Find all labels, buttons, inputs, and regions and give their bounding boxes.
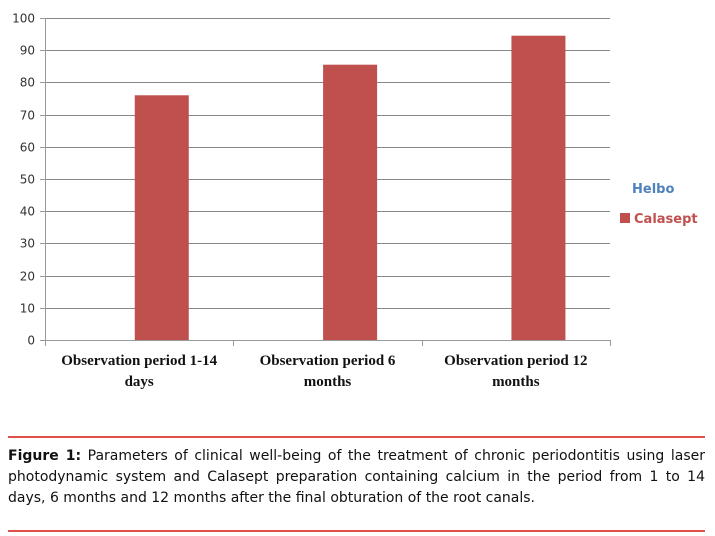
x-category-label: Observation period 12 — [444, 353, 587, 369]
legend-label-helbo: Helbo — [632, 182, 674, 197]
y-tick-label: 20 — [20, 270, 35, 284]
y-tick-label: 30 — [20, 237, 35, 251]
caption-bottom-rule — [8, 530, 705, 532]
y-tick-label: 60 — [20, 141, 35, 155]
legend-swatch-calasept — [620, 213, 630, 223]
bar-calasept — [323, 64, 378, 340]
bars — [134, 35, 566, 341]
x-axis-category-labels: Observation period 1-14 days Observation p… — [45, 340, 611, 390]
y-axis-ticks: 0 10 20 30 40 50 60 70 80 90 100 — [12, 12, 46, 348]
caption-text: Parameters of clinical well-being of the… — [8, 448, 705, 506]
x-category-label: Observation period 6 — [260, 353, 396, 369]
y-tick-label: 10 — [20, 302, 35, 316]
x-category-label: Observation period 1-14 — [61, 353, 217, 369]
caption-top-rule — [8, 436, 705, 438]
x-category-label: months — [492, 374, 540, 390]
y-tick-label: 70 — [20, 109, 35, 123]
bar-calasept — [134, 95, 189, 340]
x-category-label: days — [125, 374, 154, 390]
y-tick-label: 100 — [12, 12, 35, 26]
bar-chart: 0 10 20 30 40 50 60 70 80 90 100 Observation perio… — [12, 12, 698, 391]
y-tick-label: 0 — [27, 334, 35, 348]
bar-calasept — [511, 35, 566, 341]
y-tick-label: 90 — [20, 44, 35, 58]
y-tick-label: 50 — [20, 173, 35, 187]
figure-caption: Figure 1: Parameters of clinical well-be… — [8, 446, 705, 509]
x-category-label: months — [304, 374, 352, 390]
legend: Helbo Calasept — [620, 182, 698, 227]
legend-label-calasept: Calasept — [634, 212, 698, 227]
y-tick-label: 40 — [20, 205, 35, 219]
y-tick-label: 80 — [20, 76, 35, 90]
caption-label: Figure 1: — [8, 448, 82, 464]
